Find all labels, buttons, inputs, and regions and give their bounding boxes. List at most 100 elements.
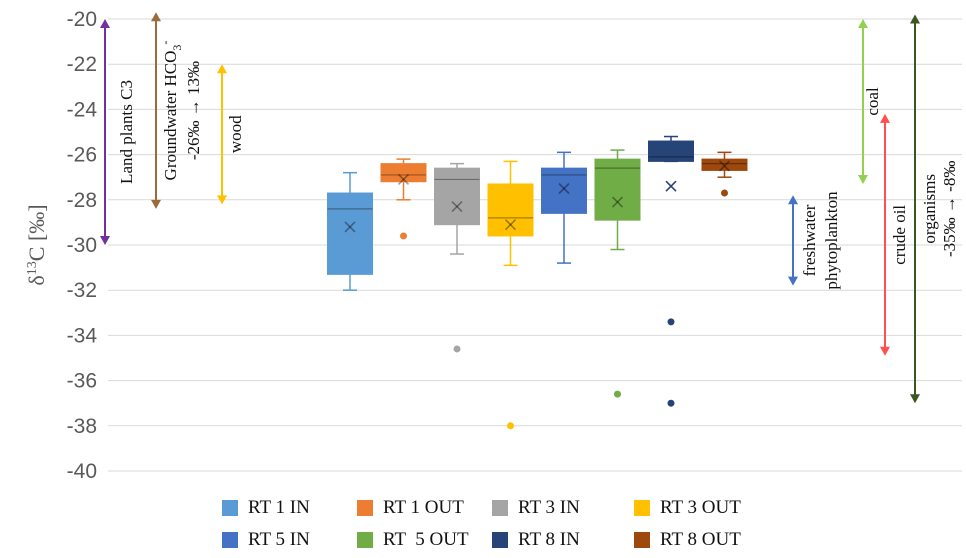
y-tick-label: -38 (67, 415, 97, 438)
mean-marker (718, 160, 731, 172)
annotation-label: Land plants C3 (117, 80, 136, 184)
outlier-point (453, 345, 461, 353)
mean-marker (558, 182, 570, 195)
box-6 (594, 149, 641, 398)
legend-item: RT 1 OUT (357, 495, 464, 521)
mean-marker (451, 201, 463, 213)
gridlines (108, 18, 962, 472)
box-iqr (594, 158, 641, 221)
arrow-head-top (100, 19, 110, 28)
legend-item: RT 8 OUT (634, 527, 741, 553)
legend-item: RT 5 OUT (357, 527, 469, 553)
box-iqr (434, 167, 480, 226)
annotation-crude-oil: crude oil (880, 113, 909, 356)
legend-label: RT 8 IN (518, 529, 580, 550)
y-axis-tick-labels: -20 -22 -24 -26 -28 -30 -32 -34 -36 -38 -40 (67, 8, 98, 483)
legend-label: RT 5 IN (248, 529, 310, 550)
y-axis-title-sup: 13 (25, 261, 40, 275)
mean-marker (665, 180, 677, 192)
mean-marker (397, 173, 410, 186)
arrow-head-bottom (880, 346, 890, 356)
mean-marker (504, 219, 517, 231)
box-iqr (380, 163, 427, 183)
arrow-head-bottom (858, 174, 868, 184)
outlier-point (667, 399, 675, 407)
legend-swatch (634, 532, 650, 548)
box-5 (541, 151, 587, 264)
annotation-label: phytoplankton (822, 191, 841, 290)
box-3 (434, 162, 480, 353)
y-axis-title-rest: C [‰] (24, 204, 49, 261)
arrow-head-top (217, 64, 227, 74)
mean-marker (344, 221, 356, 233)
annotation-organisms: organisms -35‰ → -8‰ (910, 14, 959, 404)
box-7 (648, 135, 694, 407)
box-plot-chart: -20 -22 -24 -26 -28 -30 -32 -34 -36 -38 -40 δ13C [… (24, 8, 962, 483)
legend-swatch (357, 500, 373, 516)
annotation-label: -26‰ → 13‰ (184, 61, 203, 160)
y-tick-label: -36 (67, 370, 97, 393)
arrow-head-top (858, 19, 868, 28)
outlier-point (400, 232, 407, 240)
box-2 (380, 158, 427, 240)
outlier-point (614, 390, 621, 398)
y-tick-label: -30 (67, 234, 97, 257)
y-tick-label: -34 (67, 324, 98, 347)
outlier-point (667, 318, 675, 326)
legend-label: RT 8 OUT (660, 529, 741, 550)
legend-label: RT 1 IN (248, 497, 310, 518)
box-iqr (541, 167, 587, 214)
y-axis-title-main: δ (24, 275, 49, 285)
y-axis-title: δ13C [‰] (24, 204, 49, 285)
arrow-head-top (151, 12, 161, 22)
legend-swatch (492, 532, 508, 548)
legend-item: RT 1 IN (222, 495, 310, 521)
arrow-head-bottom (910, 394, 920, 404)
legend-swatch (492, 500, 508, 516)
y-tick-label: -28 (67, 189, 97, 212)
annotation-label: Groundwater HCO3- (158, 41, 184, 181)
annotation-groundwater-hco3: Groundwater HCO3--26‰ → 13‰ (151, 12, 203, 209)
legend-item: RT 3 OUT (634, 495, 741, 521)
annotation-freshwater-phytoplankton: freshwater phytoplankton (788, 191, 841, 290)
y-tick-label: -40 (67, 460, 97, 483)
annotation-label: organisms (920, 174, 939, 244)
arrow-head-top (910, 14, 920, 24)
annotation-label: wood (226, 115, 245, 153)
legend-label: RT 5 OUT (383, 529, 469, 550)
annotation-label: freshwater (800, 204, 819, 276)
annotation-coal: coal (858, 19, 882, 184)
annotation-label: coal (863, 87, 882, 116)
y-tick-label: -24 (67, 98, 98, 121)
outlier-point (721, 189, 728, 197)
legend-swatch (222, 532, 238, 548)
annotation-label: crude oil (890, 205, 909, 265)
legend-swatch (357, 532, 373, 548)
isotope-range-annotations: Land plants C3 Groundwater HCO3--26‰ → 13… (100, 12, 959, 404)
annotation-label: -35‰ → -8‰ (940, 161, 959, 257)
legend-label: RT 3 IN (518, 497, 580, 518)
y-tick-label: -26 (67, 144, 97, 167)
mean-marker (611, 196, 624, 208)
legend-label: RT 1 OUT (383, 497, 464, 518)
box-series (327, 135, 748, 430)
legend-swatch (634, 500, 650, 516)
annotation-land-plants-c3: Land plants C3 (100, 19, 136, 245)
arrow-head-bottom (788, 276, 798, 286)
box-4 (487, 160, 534, 430)
box-iqr (701, 158, 748, 171)
y-tick-label: -22 (67, 53, 97, 76)
arrow-head-bottom (217, 195, 227, 205)
box-8 (701, 151, 748, 197)
legend-item: RT 3 IN (492, 495, 580, 521)
y-tick-label: -32 (67, 279, 97, 302)
box-1 (327, 171, 373, 291)
legend-label: RT 3 OUT (660, 497, 741, 518)
legend-swatch (222, 500, 238, 516)
arrow-head-top (788, 195, 798, 205)
arrow-head-top (880, 113, 890, 123)
outlier-point (507, 422, 514, 430)
annotation-wood: wood (217, 64, 245, 205)
box-iqr (487, 183, 534, 237)
arrow-head-bottom (100, 236, 110, 245)
